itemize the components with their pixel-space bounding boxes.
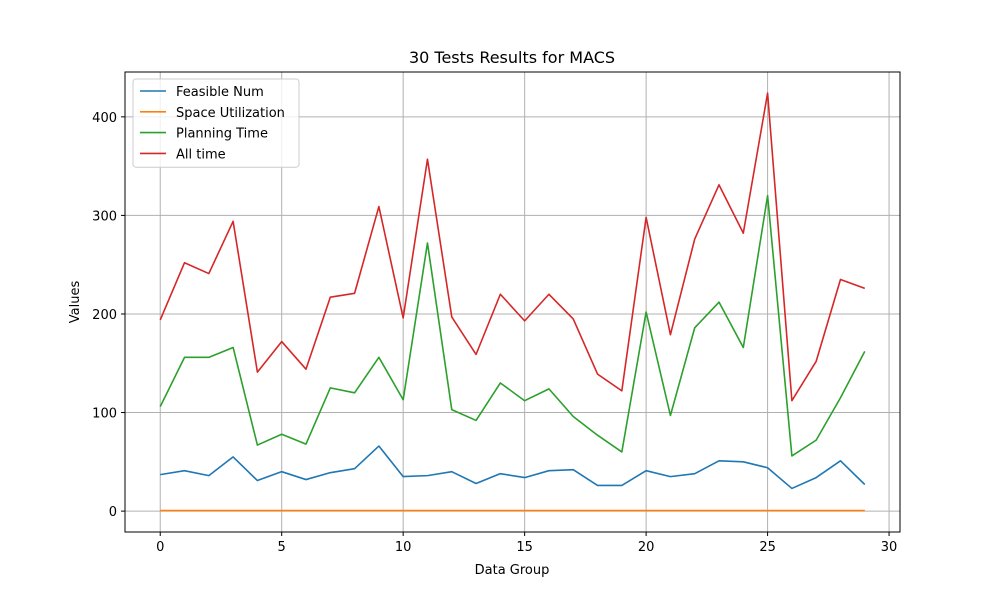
legend-box (132, 78, 300, 168)
x-tick-label: 25 (759, 540, 776, 555)
x-tick-label: 30 (881, 540, 898, 555)
y-axis-label: Values (68, 281, 83, 324)
x-tick-label: 15 (516, 540, 533, 555)
plot-frame (124, 71, 901, 533)
x-tick-label: 10 (395, 540, 412, 555)
series-line-planning-time (159, 194, 866, 457)
y-tick-label: 0 (109, 505, 117, 520)
legend-label-space-utilization: Space Utilization (176, 106, 285, 121)
y-tick-label: 300 (92, 209, 117, 224)
x-tick-label: 0 (156, 540, 164, 555)
series-line-all-time (159, 92, 866, 402)
legend: Feasible Num Space Utilization Planning Ti… (132, 78, 300, 168)
legend-label-all-time: All time (176, 147, 226, 162)
chart-title: 30 Tests Results for MACS (409, 48, 615, 67)
legend-label-planning-time: Planning Time (176, 127, 268, 142)
x-tick-label: 5 (278, 540, 286, 555)
x-tick-label: 20 (638, 540, 655, 555)
legend-label-feasible-num: Feasible Num (176, 85, 264, 100)
x-axis-label: Data Group (475, 563, 550, 578)
y-tick-label: 400 (92, 111, 117, 126)
y-tick-label: 100 (92, 407, 117, 422)
series-layer (159, 92, 866, 512)
y-tick-label: 200 (92, 308, 117, 323)
series-line-feasible-num (160, 445, 866, 490)
